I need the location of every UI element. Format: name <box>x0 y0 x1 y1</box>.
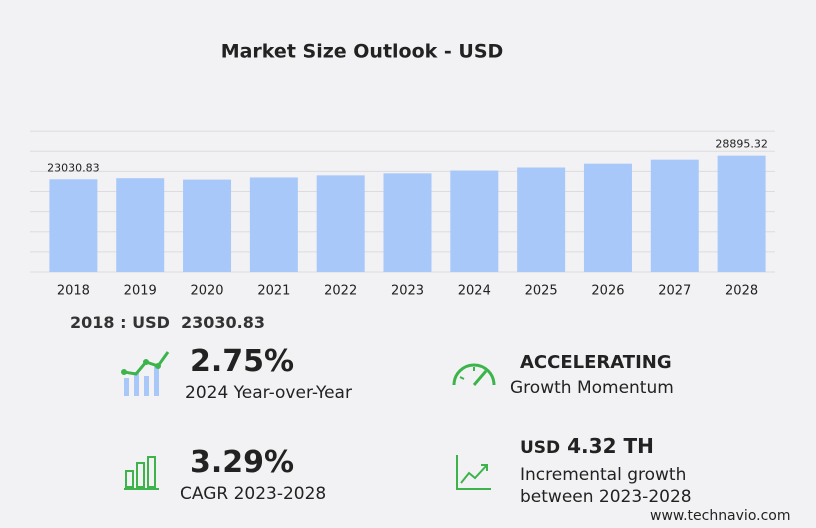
x-tick-label: 2028 <box>725 284 758 299</box>
bar <box>517 167 566 272</box>
x-tick-label: 2024 <box>458 284 491 299</box>
stat-number: 4.32 TH <box>567 434 654 458</box>
x-tick-label: 2019 <box>124 284 157 299</box>
summary: 2018 : USD 23030.83 <box>70 313 265 332</box>
bar <box>650 159 699 272</box>
x-tick-label: 2022 <box>324 284 357 299</box>
bar <box>49 179 98 272</box>
bar <box>450 170 499 272</box>
bar <box>116 178 165 272</box>
stat-value: ACCELERATING <box>520 352 672 373</box>
x-tick-label: 2027 <box>658 284 691 299</box>
bar <box>717 155 766 272</box>
footer: www.technavio.com <box>650 508 791 524</box>
stat-value: 3.29% <box>190 445 295 480</box>
bar <box>183 179 232 272</box>
x-tick-label: 2018 <box>57 284 90 299</box>
stat-label: Growth Momentum <box>510 378 674 398</box>
summary-year: 2018 <box>70 313 115 332</box>
x-tick-label: 2020 <box>190 284 223 299</box>
stat-prefix: USD <box>520 438 561 458</box>
stat-label: between 2023-2028 <box>520 487 692 507</box>
bar <box>316 175 365 272</box>
bar <box>249 177 298 272</box>
icon-growth <box>456 455 491 490</box>
data-label: 28895.32 <box>715 138 768 151</box>
x-tick-label: 2025 <box>525 284 558 299</box>
icon-yoy <box>121 351 170 396</box>
stat-value: 2.75% <box>190 344 295 379</box>
stat-value: USD 4.32 TH <box>520 434 654 458</box>
bar <box>383 173 432 272</box>
x-tick-label: 2021 <box>257 284 290 299</box>
summary-unit: : USD <box>120 313 170 332</box>
data-label: 23030.83 <box>47 161 100 174</box>
chart-title: Market Size Outlook - USD <box>221 41 504 63</box>
bar <box>583 163 632 272</box>
stat-label: 2024 Year-over-Year <box>185 383 352 403</box>
summary-value: 23030.83 <box>181 313 266 332</box>
chart: Market Size Outlook - USD 2018 23030.83 20… <box>30 41 775 299</box>
icon-gauge <box>452 363 496 386</box>
x-tick-label: 2026 <box>591 284 624 299</box>
x-tick-label: 2023 <box>391 284 424 299</box>
icon-cagr <box>124 456 159 490</box>
stat-label: CAGR 2023-2028 <box>180 484 327 504</box>
stat-label: Incremental growth <box>520 465 687 485</box>
